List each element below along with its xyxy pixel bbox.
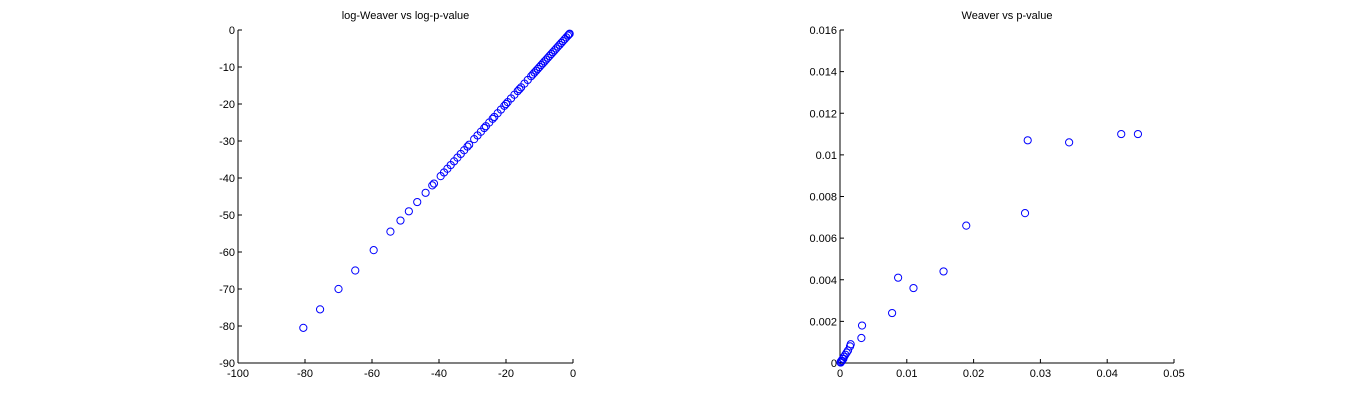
data-point: [909, 283, 918, 293]
y-tick-label: -40: [219, 173, 235, 185]
data-point: [894, 273, 903, 282]
x-tick-label: 0: [837, 368, 843, 380]
data-point: [428, 181, 437, 190]
data-point: [515, 85, 524, 94]
y-tick-label: -30: [219, 136, 235, 148]
data-point: [888, 308, 897, 318]
data-point: [857, 321, 867, 330]
data-point: [351, 266, 360, 275]
x-tick-label: -40: [431, 368, 447, 380]
x-tick-label: -100: [227, 368, 249, 380]
y-tick-label: -20: [219, 99, 235, 111]
y-tick-label: 0.004: [809, 275, 837, 287]
y-tick-label: 0.012: [809, 108, 837, 120]
plot-log-weaver-vs-log-p-value: log-Weaver vs log-p-value-100 -80 -60 -40 -2…: [219, 10, 576, 380]
y-tick-label: -70: [219, 284, 235, 296]
x-tick-label: 0.01: [896, 368, 917, 380]
data-point: [1023, 136, 1032, 145]
y-tick-label: 0.006: [809, 233, 837, 245]
data-point: [299, 323, 308, 332]
data-point: [564, 30, 574, 39]
chart-title: log-Weaver vs log-p-value: [342, 10, 470, 22]
data-point: [369, 246, 378, 255]
x-tick-label: -20: [498, 368, 514, 380]
data-point: [843, 346, 853, 355]
data-point: [842, 348, 851, 357]
data-point: [836, 358, 845, 367]
x-tick-label: 0.02: [963, 368, 984, 380]
data-point: [857, 333, 866, 343]
data-point: [404, 207, 413, 216]
data-point: [480, 123, 489, 133]
y-tick-label: -10: [219, 62, 235, 74]
y-tick-label: 0.01: [816, 150, 837, 162]
chart-title: Weaver vs p-value: [962, 10, 1053, 22]
data-point: [1065, 138, 1074, 147]
y-tick-label: -90: [219, 358, 235, 370]
y-tick-label: 0: [229, 25, 235, 37]
data-point: [396, 216, 405, 225]
y-tick-label: 0.008: [809, 192, 837, 204]
y-tick-label: -60: [219, 247, 235, 259]
y-tick-label: -80: [219, 321, 235, 333]
y-tick-label: 0.002: [809, 316, 837, 328]
data-point: [315, 305, 325, 314]
data-point: [563, 31, 573, 40]
data-point: [501, 99, 511, 109]
data-point: [1133, 129, 1143, 139]
x-tick-label: 0.04: [1096, 368, 1117, 380]
data-point: [429, 179, 439, 188]
data-point: [1117, 129, 1126, 139]
y-tick-label: 0: [831, 358, 837, 370]
data-point: [845, 342, 855, 351]
plot-weaver-vs-p-value: Weaver vs p-value 0 0.01 0.02 0.03 0.04 0.05 0 0…: [809, 10, 1184, 380]
data-point: [334, 284, 343, 294]
data-point: [565, 29, 574, 38]
y-tick-label: 0.014: [809, 67, 837, 79]
data-point: [413, 197, 422, 207]
data-point: [421, 188, 430, 197]
x-tick-label: 0.03: [1030, 368, 1051, 380]
data-point: [939, 267, 948, 276]
data-point: [465, 140, 474, 149]
data-point: [463, 142, 472, 151]
x-tick-label: -60: [364, 368, 380, 380]
data-point: [1020, 209, 1030, 218]
y-tick-label: 0.016: [809, 25, 837, 37]
y-tick-label: -50: [219, 210, 235, 222]
data-point: [841, 350, 850, 359]
data-point: [386, 227, 395, 236]
data-point: [962, 221, 971, 230]
x-tick-label: 0.05: [1163, 368, 1184, 380]
data-point: [488, 114, 497, 123]
x-tick-label: -80: [297, 368, 313, 380]
x-tick-label: 0: [570, 368, 576, 380]
